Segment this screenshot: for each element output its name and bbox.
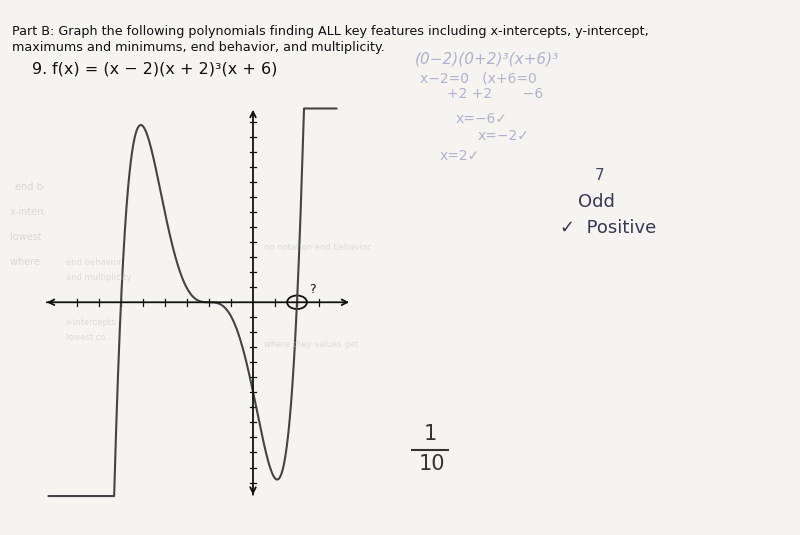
Text: no notation end behavior: no notation end behavior [264, 243, 370, 251]
Text: (0−2)(0+2)³(x+6)³: (0−2)(0+2)³(x+6)³ [415, 51, 559, 66]
Text: 10: 10 [418, 454, 446, 474]
Text: 9.: 9. [32, 62, 47, 77]
Text: where they values: where they values [10, 257, 100, 267]
Text: lowest co...: lowest co... [66, 333, 114, 342]
Text: f(x) = (x − 2)(x + 2)³(x + 6): f(x) = (x − 2)(x + 2)³(x + 6) [52, 62, 278, 77]
Text: Odd: Odd [578, 193, 615, 211]
Text: 7: 7 [595, 168, 605, 183]
Text: +2 +2       −6: +2 +2 −6 [447, 87, 543, 101]
Text: x=2✓: x=2✓ [440, 149, 480, 163]
Text: x=−2✓: x=−2✓ [478, 129, 530, 143]
Text: where they values get: where they values get [264, 340, 358, 349]
Text: end behavior: end behavior [66, 258, 122, 267]
Text: and multiplicity: and multiplicity [66, 273, 131, 282]
Text: 1: 1 [423, 424, 437, 444]
Text: x-intercepts: x-intercepts [10, 207, 69, 217]
Text: Part B: Graph the following polynomials finding ALL key features including x-int: Part B: Graph the following polynomials … [12, 25, 649, 38]
Text: ✓  Positive: ✓ Positive [560, 219, 656, 237]
Text: x=−6✓: x=−6✓ [456, 112, 508, 126]
Text: lowest co...: lowest co... [10, 232, 65, 242]
Text: maximums and minimums, end behavior, and multiplicity.: maximums and minimums, end behavior, and… [12, 41, 385, 54]
Text: ?: ? [309, 283, 316, 296]
Text: x−2=0   (x+6=0: x−2=0 (x+6=0 [420, 71, 537, 85]
Text: x-intercepts: x-intercepts [66, 318, 117, 327]
Text: end behavior: end behavior [15, 182, 79, 192]
